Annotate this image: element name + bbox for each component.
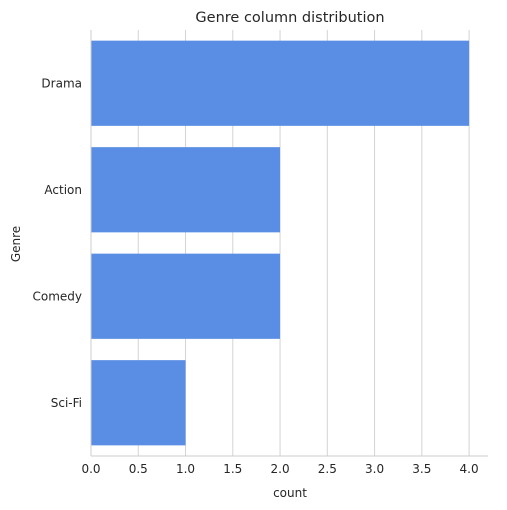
y-axis-label: Genre	[9, 226, 23, 262]
x-tick-label: 4.0	[460, 462, 479, 476]
bar-comedy	[91, 253, 281, 339]
y-tick-label: Sci-Fi	[51, 396, 82, 410]
x-tick-label: 1.0	[176, 462, 195, 476]
x-tick-label: 3.0	[365, 462, 384, 476]
x-tick-label: 2.5	[318, 462, 337, 476]
y-tick-label: Action	[44, 183, 82, 197]
x-axis-label: count	[273, 486, 307, 500]
bar-drama	[91, 40, 470, 126]
x-tick-labels: 0.0 0.5 1.0 1.5 2.0 2.5 3.0 3.5 4.0	[81, 462, 478, 476]
x-tick-label: 0.0	[81, 462, 100, 476]
y-tick-label: Comedy	[32, 289, 82, 303]
bars	[91, 40, 470, 446]
y-tick-label: Drama	[41, 76, 82, 90]
bar-sci-fi	[91, 360, 186, 446]
x-tick-label: 3.5	[412, 462, 431, 476]
x-tick-label: 2.0	[271, 462, 290, 476]
x-tick-label: 0.5	[129, 462, 148, 476]
bar-action	[91, 147, 281, 233]
y-tick-labels: Drama Action Comedy Sci-Fi	[32, 76, 82, 410]
chart-title: Genre column distribution	[195, 10, 384, 26]
x-tick-label: 1.5	[223, 462, 242, 476]
